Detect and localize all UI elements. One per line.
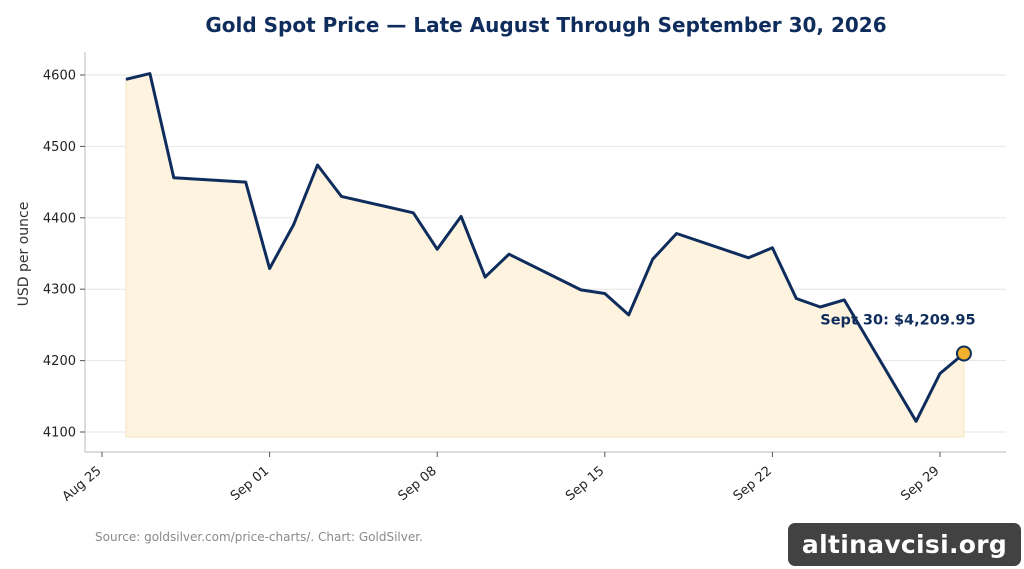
y-tick-label: 4600 [43, 69, 76, 84]
y-axis-label: USD per ounce [16, 202, 32, 307]
price-area-fill [125, 72, 965, 438]
y-tick-label: 4400 [43, 211, 76, 226]
y-tick-label: 4100 [43, 426, 76, 441]
x-tick-label: Sep 22 [731, 464, 775, 505]
chart-title: Gold Spot Price — Late August Through Se… [205, 13, 886, 37]
latest-price-annotation: Sept 30: $4,209.95 [820, 312, 975, 328]
x-tick-label: Sep 01 [228, 464, 272, 505]
watermark-logo: altinavcisi.org [788, 523, 1021, 566]
y-axis-ticks: 4100 4200 4300 4400 4500 4600 [43, 69, 85, 441]
price-line [125, 72, 965, 423]
latest-price-marker [955, 345, 972, 362]
x-tick-label: Sep 15 [563, 464, 607, 505]
x-tick-label: Sep 29 [898, 464, 942, 505]
axes [84, 52, 1006, 453]
y-tick-label: 4500 [43, 140, 76, 155]
y-tick-label: 4200 [43, 354, 76, 369]
x-tick-label: Sep 08 [396, 464, 440, 505]
source-note: Source: goldsilver.com/price-charts/. Ch… [95, 530, 423, 544]
y-tick-label: 4300 [43, 283, 76, 298]
x-tick-label: Aug 25 [60, 464, 105, 505]
x-axis-ticks: Aug 25 Sep 01 Sep 08 Sep 15 Sep 22 Sep 29 [60, 452, 943, 505]
